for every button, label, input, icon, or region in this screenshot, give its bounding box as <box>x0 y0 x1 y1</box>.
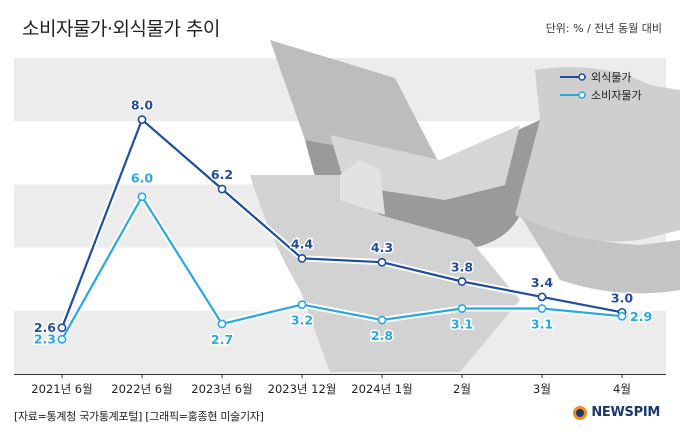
legend-label-dining: 외식물가 <box>591 71 632 84</box>
data-label: 2.9 <box>630 309 652 324</box>
brand-logo: NEWSPIM <box>573 405 660 420</box>
source-credit: [자료=통계청 국가통계포털] [그래픽=홍종현 미술기자] <box>14 410 264 423</box>
x-tick-label: 2월 <box>453 382 471 396</box>
data-point <box>217 184 227 194</box>
data-point <box>217 319 227 329</box>
data-label: 3.8 <box>451 260 473 275</box>
data-label: 2.3 <box>34 331 56 346</box>
data-label: 4.4 <box>291 236 313 251</box>
data-point <box>57 323 67 333</box>
data-label: 2.6 <box>34 320 56 335</box>
brand-mark-icon <box>573 405 588 420</box>
wallet-hands-illustration <box>250 40 680 372</box>
data-point <box>57 334 67 344</box>
data-label: 6.0 <box>131 171 153 186</box>
data-point <box>377 315 387 325</box>
x-tick-label: 2023년 12월 <box>268 382 337 396</box>
data-label: 2.8 <box>371 328 393 343</box>
x-tick-label: 2023년 6월 <box>191 382 252 396</box>
x-axis: 2021년 6월 2022년 6월 2023년 6월 2023년 12월 2024년 1… <box>14 374 666 396</box>
data-point <box>137 192 147 202</box>
legend-swatch-consumer <box>560 91 586 99</box>
data-label: 4.3 <box>371 240 393 255</box>
unit-note: 단위: % / 전년 동월 대비 <box>545 22 662 35</box>
data-label: 3.2 <box>291 313 313 328</box>
data-label: 3.1 <box>531 316 553 331</box>
data-label: 3.0 <box>611 290 633 305</box>
legend-item-dining: 외식물가 <box>560 68 642 86</box>
data-point <box>537 304 547 313</box>
data-label: 8.0 <box>131 98 153 113</box>
data-label: 3.4 <box>531 275 553 290</box>
chart-title: 소비자물가·외식물가 추이 <box>22 18 220 40</box>
data-point <box>377 257 387 267</box>
series-line-consumer <box>61 195 623 340</box>
data-label: 6.2 <box>211 167 233 182</box>
data-point <box>297 253 307 263</box>
x-tick-label: 2022년 6월 <box>111 382 172 396</box>
data-label: 2.7 <box>211 332 233 347</box>
data-points <box>57 115 627 344</box>
data-label: 3.1 <box>451 316 473 331</box>
x-tick-label: 2021년 6월 <box>31 382 92 396</box>
data-point <box>297 300 307 310</box>
data-point <box>457 304 467 313</box>
legend-item-consumer: 소비자물가 <box>560 86 642 104</box>
x-tick-label: 3월 <box>533 382 551 396</box>
data-labels: 2.6 8.0 6.2 4.4 4.3 3.8 3.4 3.0 2.3 6.0 2.7 3.2 2.8 3… <box>32 96 653 348</box>
x-tick-label: 4월 <box>613 382 631 396</box>
legend: 외식물가 소비자물가 <box>560 68 642 104</box>
brand-name: NEWSPIM <box>591 405 660 420</box>
series-lines <box>59 116 623 341</box>
data-point <box>537 292 547 302</box>
data-point <box>617 311 627 321</box>
x-tick-label: 2024년 1월 <box>351 382 412 396</box>
data-point <box>137 115 147 125</box>
series-line-dining <box>60 118 623 329</box>
legend-swatch-dining <box>560 73 586 81</box>
legend-label-consumer: 소비자물가 <box>591 89 642 102</box>
data-point <box>457 277 467 286</box>
